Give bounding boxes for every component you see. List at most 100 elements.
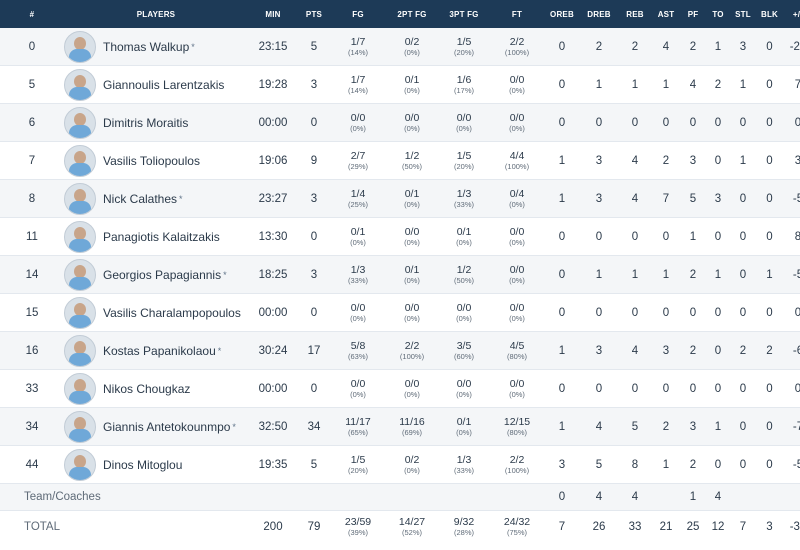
- avatar: [64, 106, 96, 139]
- fg2-made: 0/0: [404, 377, 420, 390]
- player-cell[interactable]: Giannis Antetokounmpo *: [64, 407, 248, 446]
- player-cell[interactable]: Nick Calathes *: [64, 179, 248, 218]
- player-number: 16: [0, 331, 64, 370]
- fg: 1/7 (14%): [330, 65, 386, 104]
- player-cell[interactable]: Dinos Mitoglou: [64, 445, 248, 484]
- player-cell[interactable]: Giannoulis Larentzakis: [64, 65, 248, 104]
- fg2-pct: (0%): [404, 47, 420, 57]
- stat-ast: 0: [652, 293, 680, 332]
- column-header-ast[interactable]: AST: [652, 0, 680, 28]
- player-cell[interactable]: Dimitris Moraitis: [64, 103, 248, 142]
- stat-reb: 8: [618, 445, 652, 484]
- player-name-link[interactable]: Nikos Chougkaz: [103, 381, 191, 396]
- table-row[interactable]: 8 Nick Calathes * 23:27 3 1/4 (25%) 0/1 (0%) 1/3(…: [0, 179, 800, 218]
- stat-dreb: 1: [580, 65, 618, 104]
- stat-ast: 1: [652, 65, 680, 104]
- total-fg: 23/59 (39%): [330, 510, 386, 542]
- stat-blk: 0: [756, 141, 783, 180]
- column-header-fg[interactable]: FG: [330, 0, 386, 28]
- avatar: [64, 30, 96, 63]
- table-row[interactable]: 0 Thomas Walkup * 23:15 5 1/7 (14%) 0/2 (0%) 1/5(…: [0, 28, 800, 66]
- column-header-pts[interactable]: PTS: [298, 0, 330, 28]
- fg2-made: 11/16: [399, 415, 425, 428]
- stat-stl: 0: [730, 369, 756, 408]
- player-name-link[interactable]: Vasilis Toliopoulos: [103, 153, 200, 168]
- fg3-made: 0/0: [456, 301, 472, 314]
- fg2: 0/1 (0%): [386, 255, 438, 294]
- stat-pm: -5: [783, 255, 800, 294]
- table-row[interactable]: 33 Nikos Chougkaz 00:00 0 0/0 (0%) 0/0 (0%) 0/0(…: [0, 369, 800, 408]
- table-row[interactable]: 6 Dimitris Moraitis 00:00 0 0/0 (0%) 0/0 (0%) 0/…: [0, 103, 800, 142]
- column-header-players[interactable]: PLAYERS: [64, 0, 248, 28]
- avatar: [64, 68, 96, 101]
- fg2: 2/2 (100%): [386, 331, 438, 370]
- fg3-made: 1/5: [456, 35, 472, 48]
- player-name-link[interactable]: Thomas Walkup: [103, 39, 190, 54]
- stat-blk: 0: [756, 445, 783, 484]
- player-cell[interactable]: Thomas Walkup *: [64, 28, 248, 66]
- player-name-link[interactable]: Dimitris Moraitis: [103, 115, 189, 130]
- player-cell[interactable]: Nikos Chougkaz: [64, 369, 248, 408]
- total-fg-made: 23/59: [344, 515, 372, 528]
- stat-pm: 3: [783, 141, 800, 180]
- starter-marker: *: [179, 193, 183, 204]
- stat-oreb: 0: [544, 293, 580, 332]
- player-name-link[interactable]: Panagiotis Kalaitzakis: [103, 229, 220, 244]
- table-row[interactable]: 44 Dinos Mitoglou 19:35 5 1/5 (20%) 0/2 (0%) 1/3…: [0, 445, 800, 484]
- ft: 2/2 (100%): [490, 445, 544, 484]
- stat-stl: 2: [730, 331, 756, 370]
- fg3: 1/5 (20%): [438, 141, 490, 180]
- column-header-reb[interactable]: REB: [618, 0, 652, 28]
- player-name-link[interactable]: Dinos Mitoglou: [103, 457, 183, 472]
- table-row[interactable]: 7 Vasilis Toliopoulos 19:06 9 2/7 (29%) 1/2 (50…: [0, 141, 800, 180]
- player-cell[interactable]: Vasilis Charalampopoulos: [64, 293, 248, 332]
- stat-pm: 0: [783, 293, 800, 332]
- player-name-link[interactable]: Georgios Papagiannis: [103, 267, 222, 282]
- player-name-link[interactable]: Kostas Papanikolaou: [103, 343, 216, 358]
- fg2-pct: (100%): [399, 351, 425, 361]
- stat-oreb: 0: [544, 255, 580, 294]
- starter-marker: *: [232, 421, 236, 432]
- player-name-link[interactable]: Giannis Antetokounmpo: [103, 419, 231, 434]
- column-header-min[interactable]: MIN: [248, 0, 298, 28]
- column-header-pf[interactable]: PF: [680, 0, 706, 28]
- column-header-plus-minus[interactable]: +/-: [783, 0, 800, 28]
- player-name-link[interactable]: Giannoulis Larentzakis: [103, 77, 225, 92]
- column-header-ft[interactable]: FT: [490, 0, 544, 28]
- player-cell[interactable]: Kostas Papanikolaou *: [64, 331, 248, 370]
- stat-stl: 0: [730, 445, 756, 484]
- player-cell[interactable]: Vasilis Toliopoulos: [64, 141, 248, 180]
- table-row[interactable]: 16 Kostas Papanikolaou * 30:24 17 5/8 (63%) 2/2…: [0, 331, 800, 370]
- table-row[interactable]: 11 Panagiotis Kalaitzakis 13:30 0 0/1 (0%) 0/0…: [0, 217, 800, 256]
- player-name-link[interactable]: Vasilis Charalampopoulos: [103, 305, 241, 320]
- stat-pf: 2: [680, 255, 706, 294]
- column-header-dreb[interactable]: DREB: [580, 0, 618, 28]
- table-row[interactable]: 14 Georgios Papagiannis * 18:25 3 1/3 (33%) 0/1…: [0, 255, 800, 294]
- fg2: 0/0 (0%): [386, 369, 438, 408]
- stat-pf: 2: [680, 445, 706, 484]
- player-name-link[interactable]: Nick Calathes: [103, 191, 178, 206]
- player-cell[interactable]: Georgios Papagiannis *: [64, 255, 248, 294]
- avatar: [64, 220, 96, 253]
- table-row[interactable]: 34 Giannis Antetokounmpo * 32:50 34 11/17 (65%…: [0, 407, 800, 446]
- stat-oreb: 1: [544, 331, 580, 370]
- total-label: TOTAL: [0, 510, 248, 542]
- column-header-oreb[interactable]: OREB: [544, 0, 580, 28]
- avatar: [64, 448, 96, 481]
- column-header-3pt-fg[interactable]: 3PT FG: [438, 0, 490, 28]
- fg3-made: 1/3: [456, 453, 472, 466]
- column-header-blk[interactable]: BLK: [756, 0, 783, 28]
- table-row[interactable]: 5 Giannoulis Larentzakis 19:28 3 1/7 (14%) 0/1…: [0, 65, 800, 104]
- total-fg-pct: (39%): [347, 527, 368, 537]
- table-row[interactable]: 15 Vasilis Charalampopoulos 00:00 0 0/0 (0%) 0…: [0, 293, 800, 332]
- column-header-2pt-fg[interactable]: 2PT FG: [386, 0, 438, 28]
- player-cell[interactable]: Panagiotis Kalaitzakis: [64, 217, 248, 256]
- stat-stl: 3: [730, 28, 756, 66]
- column-header-number[interactable]: #: [0, 0, 64, 28]
- player-number: 8: [0, 179, 64, 218]
- stat-stl: 0: [730, 407, 756, 446]
- column-header-to[interactable]: TO: [706, 0, 730, 28]
- column-header-stl[interactable]: STL: [730, 0, 756, 28]
- fg3-made: 0/1: [456, 415, 472, 428]
- stat-oreb: 0: [544, 65, 580, 104]
